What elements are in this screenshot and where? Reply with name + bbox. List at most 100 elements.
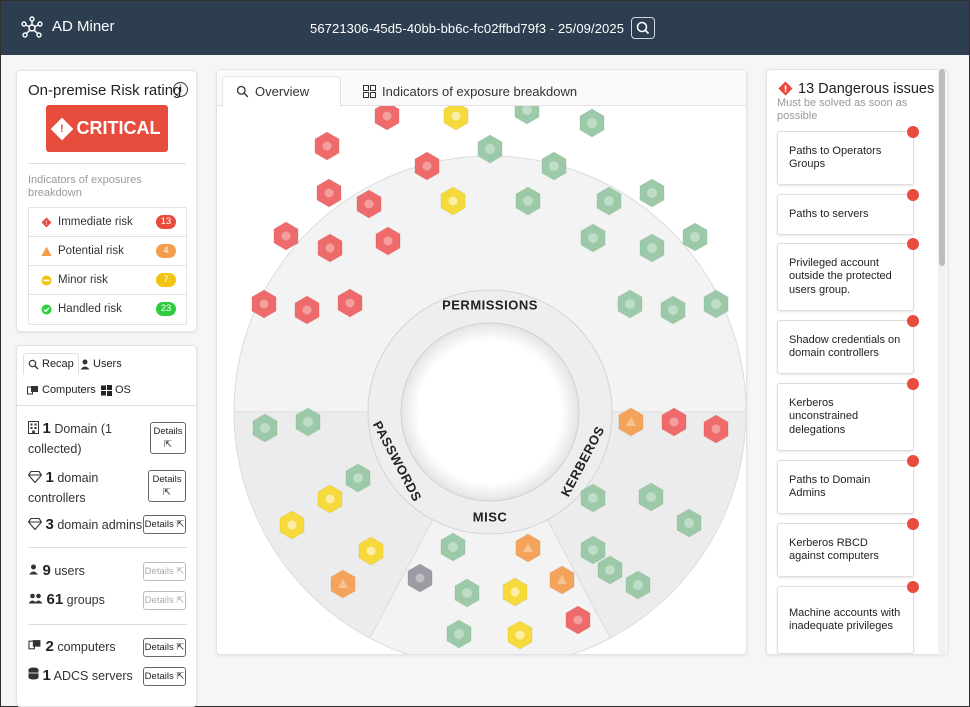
issue-item[interactable]: Machine accounts with inadequate privile… [777,581,919,654]
hexagon-immediate-risk[interactable] [337,288,363,318]
warning-diamond-icon: ! [50,117,73,140]
tab-overview[interactable]: Overview [222,76,341,107]
tab-indicators-breakdown[interactable]: Indicators of exposure breakdown [350,76,590,107]
issue-item[interactable]: Shadow credentials on domain controllers [777,315,919,374]
details-button-computers[interactable]: Details ⇱ [143,638,186,657]
info-icon[interactable]: i [173,82,188,97]
hexagon-handled-risk[interactable] [252,413,278,443]
hexagon-handled-risk[interactable] [580,535,606,565]
hexagon-minor-risk[interactable] [443,106,469,131]
details-button-domain[interactable]: Details ⇱ [150,422,186,454]
risk-rating-badge[interactable]: ! CRITICAL [46,105,168,152]
alert-dot [907,378,919,390]
hexagon-potential-risk[interactable] [515,533,541,563]
tab-recap[interactable]: Recap [23,353,79,375]
issue-label: Shadow credentials on domain controllers [789,333,901,360]
hexagon-immediate-risk[interactable] [316,178,342,208]
details-label: Details [144,595,174,606]
scrollbar-track[interactable] [938,69,946,655]
issue-item[interactable]: Paths to servers [777,189,919,235]
search-button[interactable] [631,17,655,39]
hexagon-no-data[interactable] [407,563,433,593]
hexagon-immediate-risk[interactable] [565,605,591,635]
hexagon-immediate-risk[interactable] [661,407,687,437]
hexagon-potential-risk[interactable] [330,569,356,599]
hexagon-handled-risk[interactable] [454,578,480,608]
hexagon-minor-risk[interactable] [440,186,466,216]
building-icon [28,421,39,434]
hexagon-immediate-risk[interactable] [314,131,340,161]
hexagon-minor-risk[interactable] [507,620,533,650]
hexagon-minor-risk[interactable] [317,484,343,514]
hexagon-handled-risk[interactable] [639,233,665,263]
details-button-adcs[interactable]: Details ⇱ [143,667,186,686]
hexagon-immediate-risk[interactable] [317,233,343,263]
tab-os[interactable]: OS [97,379,135,401]
hexagon-immediate-risk[interactable] [375,226,401,256]
details-button-groups[interactable]: Details ⇱ [143,591,186,610]
dot-icon [415,573,425,583]
hexagon-handled-risk[interactable] [638,482,664,512]
hexagon-handled-risk[interactable] [515,186,541,216]
hexagon-handled-risk[interactable] [580,223,606,253]
hexagon-handled-risk[interactable] [703,289,729,319]
hexagon-immediate-risk[interactable] [273,221,299,251]
hexagon-handled-risk[interactable] [660,295,686,325]
hexagon-minor-risk[interactable] [358,536,384,566]
hexagon-immediate-risk[interactable] [356,189,382,219]
hexagon-handled-risk[interactable] [477,134,503,164]
hexagon-handled-risk[interactable] [514,106,540,125]
issue-item[interactable]: Kerberos unconstrained delegations [777,378,919,451]
hexagon-handled-risk[interactable] [682,222,708,252]
hexagon-immediate-risk[interactable] [414,151,440,181]
risk-row-handled[interactable]: Handled risk 23 [29,295,186,324]
issue-label: Privileged account outside the protected… [789,256,892,296]
risk-row-potential[interactable]: Potential risk 4 [29,237,186,266]
details-label: Details [144,566,174,577]
issue-item[interactable]: Paths to Domain Admins [777,455,919,514]
hexagon-handled-risk[interactable] [295,407,321,437]
hexagon-handled-risk[interactable] [676,508,702,538]
dot-icon [281,231,291,241]
hexagon-minor-risk[interactable] [279,510,305,540]
hexagon-handled-risk[interactable] [625,570,651,600]
stat-domain: 1 Domain (1 collected) [28,419,148,459]
hexagon-handled-risk[interactable] [580,483,606,513]
hexagon-handled-risk[interactable] [345,463,371,493]
issue-item[interactable]: Paths to Operators Groups [777,126,919,185]
hexagon-handled-risk[interactable] [440,532,466,562]
issue-item[interactable]: Kerberos RBCD against computers [777,518,919,577]
hexagon-handled-risk[interactable] [446,619,472,649]
risk-row-minor[interactable]: Minor risk 7 [29,266,186,295]
hexagon-potential-risk[interactable] [618,407,644,437]
hexagon-immediate-risk[interactable] [251,289,277,319]
issue-item[interactable]: Privileged account outside the protected… [777,238,919,311]
details-button-users[interactable]: Details ⇱ [143,562,186,581]
hexagon-minor-risk[interactable] [502,577,528,607]
risk-row-immediate[interactable]: ! Immediate risk 13 [29,208,186,237]
tab-computers[interactable]: Computers [23,379,100,401]
hexagon-handled-risk[interactable] [639,178,665,208]
details-button-admins[interactable]: Details ⇱ [143,515,186,534]
hexagon-handled-risk[interactable] [579,108,605,138]
hexagon-handled-risk[interactable] [597,555,623,585]
hexagon-handled-risk[interactable] [596,186,622,216]
hexagon-immediate-risk[interactable] [703,414,729,444]
details-label: Details [152,474,182,485]
details-button-dcs[interactable]: Details ⇱ [148,470,186,502]
hexagon-immediate-risk[interactable] [374,106,400,131]
hexagon-potential-risk[interactable] [549,565,575,595]
center-circle [400,322,580,502]
alert-dot [907,238,919,250]
hexagon-handled-risk[interactable] [617,289,643,319]
divider [28,163,186,164]
adcs-text: ADCS servers [53,669,133,683]
users-text: users [54,564,85,578]
hexagon-handled-risk[interactable] [541,151,567,181]
scrollbar-thumb[interactable] [939,69,945,266]
risk-count-badge: 13 [156,215,176,229]
tab-users[interactable]: Users [76,353,126,375]
risk-count-badge: 23 [156,302,176,316]
issues-subtitle: Must be solved as soon as possible [777,97,908,122]
hexagon-immediate-risk[interactable] [294,295,320,325]
